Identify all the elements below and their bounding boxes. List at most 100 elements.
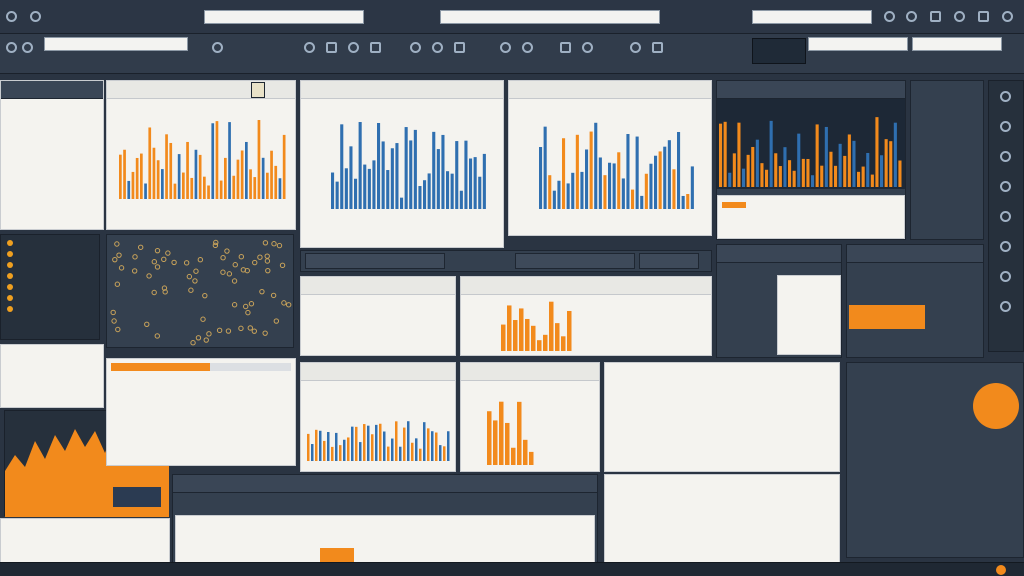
- control-item[interactable]: [857, 496, 955, 507]
- list-item[interactable]: [917, 140, 977, 151]
- scatter-point: [242, 303, 249, 310]
- table-row[interactable]: [611, 378, 833, 389]
- toolbar-icon[interactable]: [522, 42, 533, 53]
- toolbar-icon[interactable]: [630, 42, 641, 53]
- refresh-icon[interactable]: [906, 11, 917, 22]
- legend-item[interactable]: [7, 283, 93, 294]
- settings-icon[interactable]: [978, 11, 989, 22]
- list-item[interactable]: [917, 85, 977, 96]
- bar: [529, 451, 534, 465]
- toolbar-icon[interactable]: [326, 42, 337, 53]
- table-row[interactable]: [611, 422, 833, 433]
- list-item[interactable]: [917, 107, 977, 118]
- list-item[interactable]: [307, 310, 449, 321]
- tab[interactable]: [639, 253, 699, 269]
- scatter-point: [262, 240, 269, 246]
- legend-item[interactable]: [7, 272, 93, 283]
- bar: [760, 163, 764, 187]
- toolbar-icon[interactable]: [560, 42, 571, 53]
- bar: [663, 146, 667, 209]
- toolbar-icon[interactable]: [370, 42, 381, 53]
- rail-icon[interactable]: [1000, 301, 1011, 312]
- list-item[interactable]: [7, 114, 97, 125]
- toolbar-icon[interactable]: [304, 42, 315, 53]
- control-item[interactable]: [857, 452, 955, 463]
- control-item[interactable]: [857, 397, 955, 408]
- toolbar-icon[interactable]: [348, 42, 359, 53]
- legend-item[interactable]: [7, 294, 93, 305]
- control-item[interactable]: [857, 518, 955, 529]
- bar: [379, 423, 382, 461]
- status-orb[interactable]: [973, 383, 1019, 429]
- list-item[interactable]: [307, 332, 449, 343]
- control-item[interactable]: [857, 485, 955, 496]
- bar: [349, 146, 353, 209]
- rail-icon[interactable]: [1000, 181, 1011, 192]
- chart-icon[interactable]: [6, 42, 17, 53]
- control-item[interactable]: [857, 441, 955, 452]
- list-item[interactable]: [7, 136, 97, 147]
- bar: [811, 175, 815, 187]
- toolbar-field-left[interactable]: [44, 37, 188, 51]
- list-item[interactable]: [917, 162, 977, 173]
- control-item[interactable]: [857, 474, 955, 485]
- close-icon[interactable]: [1002, 11, 1013, 22]
- table-row[interactable]: [611, 367, 833, 378]
- toolbar-icon[interactable]: [454, 42, 465, 53]
- toolbar-icon[interactable]: [500, 42, 511, 53]
- user-icon[interactable]: [954, 11, 965, 22]
- table-row[interactable]: [611, 433, 833, 444]
- rail-icon[interactable]: [1000, 151, 1011, 162]
- legend-item[interactable]: [7, 261, 93, 272]
- rail-icon[interactable]: [1000, 121, 1011, 132]
- search-input[interactable]: [204, 10, 364, 24]
- gear-icon[interactable]: [30, 11, 41, 22]
- control-item[interactable]: [857, 463, 955, 474]
- list-item[interactable]: [917, 118, 977, 129]
- list-item[interactable]: [917, 151, 977, 162]
- list-item[interactable]: [7, 103, 97, 114]
- list-item[interactable]: [7, 125, 97, 136]
- panel-header: [461, 363, 599, 381]
- legend-swatch: [722, 202, 746, 208]
- legend-item[interactable]: [7, 239, 93, 250]
- toolbar-field[interactable]: [808, 37, 908, 51]
- bell-icon[interactable]: [884, 11, 895, 22]
- list-item[interactable]: [307, 299, 449, 310]
- bullet-icon: [7, 251, 13, 257]
- legend-item[interactable]: [7, 305, 93, 316]
- grid-icon[interactable]: [930, 11, 941, 22]
- control-item[interactable]: [857, 408, 955, 419]
- command-input[interactable]: [440, 10, 660, 24]
- legend-item[interactable]: [7, 250, 93, 261]
- menu-icon[interactable]: [6, 11, 17, 22]
- list-item[interactable]: [917, 96, 977, 107]
- tab-active[interactable]: [251, 82, 265, 98]
- list-item[interactable]: [917, 129, 977, 140]
- toolbar-field[interactable]: [912, 37, 1002, 51]
- preview-thumbnail[interactable]: [752, 38, 806, 64]
- toolbar-icon[interactable]: [410, 42, 421, 53]
- table-row[interactable]: [611, 389, 833, 400]
- rail-icon[interactable]: [1000, 211, 1011, 222]
- toolbar-icon[interactable]: [582, 42, 593, 53]
- table-row[interactable]: [611, 411, 833, 422]
- list-item[interactable]: [307, 321, 449, 332]
- control-item[interactable]: [857, 507, 955, 518]
- toolbar-icon[interactable]: [652, 42, 663, 53]
- search-icon[interactable]: [212, 42, 223, 53]
- filter-input[interactable]: [752, 10, 872, 24]
- rail-icon[interactable]: [1000, 91, 1011, 102]
- scatter-point: [279, 262, 286, 269]
- toolbar-icon[interactable]: [432, 42, 443, 53]
- tab[interactable]: [515, 253, 635, 269]
- tab[interactable]: [305, 253, 445, 269]
- control-item[interactable]: [857, 430, 955, 441]
- control-item[interactable]: [857, 419, 955, 430]
- chevron-down-icon[interactable]: [22, 42, 33, 53]
- table-row[interactable]: [611, 400, 833, 411]
- list-item[interactable]: [7, 147, 97, 158]
- scatter-points: [110, 239, 292, 346]
- rail-icon[interactable]: [1000, 241, 1011, 252]
- rail-icon[interactable]: [1000, 271, 1011, 282]
